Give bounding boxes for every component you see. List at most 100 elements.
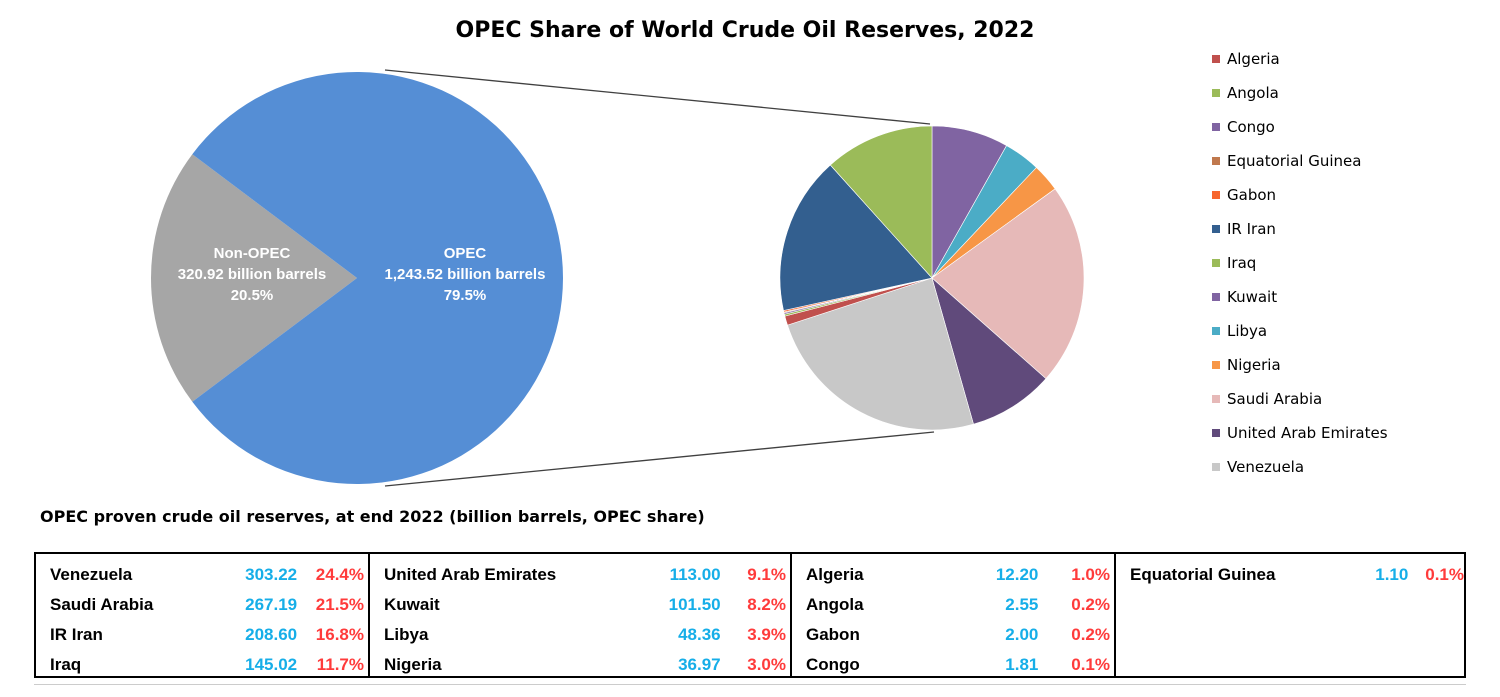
country-name: Equatorial Guinea <box>1130 565 1276 584</box>
table-row: Congo 1.81 0.1% <box>792 650 1114 680</box>
country-name: Gabon <box>806 625 860 644</box>
opec-share: 0.2% <box>1071 595 1110 614</box>
legend-label: Venezuela <box>1227 458 1305 476</box>
reserve-value: 12.20 <box>995 565 1039 584</box>
pie-slice-saudi-arabia <box>931 188 1085 380</box>
legend-item-congo: Congo <box>1212 110 1388 144</box>
legend-item-venezuela: Venezuela <box>1212 450 1388 484</box>
breakdown-pie <box>779 125 1085 431</box>
legend-label: Gabon <box>1227 186 1277 204</box>
opec-share: 0.1% <box>1071 655 1110 674</box>
table-row: Gabon 2.00 0.2% <box>792 620 1114 650</box>
table-row: Angola 2.55 0.2% <box>792 590 1114 620</box>
legend-swatch <box>1212 463 1220 471</box>
legend-swatch <box>1212 395 1220 403</box>
legend-swatch <box>1212 361 1220 369</box>
reserve-value: 36.97 <box>678 655 721 674</box>
legend-label: United Arab Emirates <box>1227 424 1388 442</box>
country-name: Iraq <box>50 655 82 674</box>
legend-item-equatorial-guinea: Equatorial Guinea <box>1212 144 1388 178</box>
legend-label: Kuwait <box>1227 288 1278 306</box>
pie-slice-ir-iran <box>779 164 933 311</box>
legend-swatch <box>1212 293 1220 301</box>
reserve-value: 1.81 <box>1005 655 1039 674</box>
legend-label: Libya <box>1227 322 1268 340</box>
legend-swatch <box>1212 157 1220 165</box>
legend-swatch <box>1212 123 1220 131</box>
table-column: Venezuela 303.22 24.4% Saudi Arabia 267.19 21… <box>36 554 370 676</box>
reserve-value: 113.00 <box>669 565 721 584</box>
legend-swatch <box>1212 259 1220 267</box>
legend-item-united-arab-emirates: United Arab Emirates <box>1212 416 1388 450</box>
legend-label: IR Iran <box>1227 220 1276 238</box>
legend-swatch <box>1212 429 1220 437</box>
legend-label: Algeria <box>1227 50 1280 68</box>
legend-item-algeria: Algeria <box>1212 42 1388 76</box>
legend-label: Saudi Arabia <box>1227 390 1323 408</box>
table-row: United Arab Emirates 113.00 9.1% <box>370 560 790 590</box>
legend-item-nigeria: Nigeria <box>1212 348 1388 382</box>
country-name: Saudi Arabia <box>50 595 154 614</box>
reserve-value: 2.00 <box>1005 625 1039 644</box>
connector-line-bottom <box>384 431 935 487</box>
opec-share: 3.9% <box>747 625 786 644</box>
country-name: Algeria <box>806 565 864 584</box>
legend-item-libya: Libya <box>1212 314 1388 348</box>
connector-lines <box>384 69 935 487</box>
reserve-value: 303.22 <box>245 565 298 584</box>
table-title: OPEC proven crude oil reserves, at end 2… <box>40 507 705 526</box>
legend-swatch <box>1212 327 1220 335</box>
legend-label: Angola <box>1227 84 1279 102</box>
legend-item-kuwait: Kuwait <box>1212 280 1388 314</box>
legend-swatch <box>1212 191 1220 199</box>
table-column: Algeria 12.20 1.0% Angola 2.55 0.2% Gabon 2.00 0… <box>792 554 1116 676</box>
opec-share: 0.1% <box>1425 565 1464 584</box>
opec-share: 21.5% <box>315 595 364 614</box>
main-pie: Non-OPEC 320.92 billion barrels 20.5% OPEC 1… <box>150 71 563 485</box>
pie-slice-opec <box>192 71 563 485</box>
pie-slice-united-arab-emirates <box>931 277 1047 425</box>
opec-share: 24.4% <box>315 565 364 584</box>
table-row: IR Iran 208.60 16.8% <box>36 620 368 650</box>
opec-share: 1.0% <box>1071 565 1110 584</box>
bottom-strip <box>34 684 1466 697</box>
country-name: Angola <box>806 595 864 614</box>
reserve-value: 145.02 <box>245 655 298 674</box>
opec-share: 8.2% <box>747 595 786 614</box>
table-row: Nigeria 36.97 3.0% <box>370 650 790 680</box>
legend-item-angola: Angola <box>1212 76 1388 110</box>
reserve-value: 208.60 <box>245 625 298 644</box>
reserve-value: 1.10 <box>1375 565 1409 584</box>
opec-share: 11.7% <box>316 655 364 674</box>
chart-title: OPEC Share of World Crude Oil Reserves, … <box>455 18 1035 43</box>
legend-item-iraq: Iraq <box>1212 246 1388 280</box>
country-name: Kuwait <box>384 595 440 614</box>
opec-share: 16.8% <box>315 625 364 644</box>
reserve-value: 48.36 <box>678 625 721 644</box>
legend-swatch <box>1212 89 1220 97</box>
legend-item-gabon: Gabon <box>1212 178 1388 212</box>
reserve-value: 2.55 <box>1005 595 1039 614</box>
legend-label: Equatorial Guinea <box>1227 152 1362 170</box>
legend-label: Iraq <box>1227 254 1257 272</box>
opec-share: 3.0% <box>747 655 786 674</box>
reserve-value: 101.50 <box>668 595 721 614</box>
table-row: Equatorial Guinea 1.10 0.1% <box>1116 560 1468 590</box>
non-opec-label: Non-OPEC 320.92 billion barrels 20.5% <box>178 245 326 304</box>
country-name: Venezuela <box>50 565 133 584</box>
legend-label: Congo <box>1227 118 1275 136</box>
connector-line-top <box>384 69 931 125</box>
country-name: Libya <box>384 625 429 644</box>
reserve-value: 267.19 <box>245 595 298 614</box>
legend: Algeria Angola Congo Equatorial Guinea Gabon… <box>1212 42 1388 484</box>
table-row: Kuwait 101.50 8.2% <box>370 590 790 620</box>
legend-swatch <box>1212 225 1220 233</box>
legend-label: Nigeria <box>1227 356 1281 374</box>
pie-slice-non-opec <box>150 154 357 402</box>
opec-share: 0.2% <box>1071 625 1110 644</box>
table-row: Venezuela 303.22 24.4% <box>36 560 368 590</box>
country-name: IR Iran <box>50 625 103 644</box>
table-row: Iraq 145.02 11.7% <box>36 650 368 680</box>
reserves-table: Venezuela 303.22 24.4% Saudi Arabia 267.19 21… <box>34 552 1466 678</box>
opec-label: OPEC 1,243.52 billion barrels 79.5% <box>385 245 546 304</box>
